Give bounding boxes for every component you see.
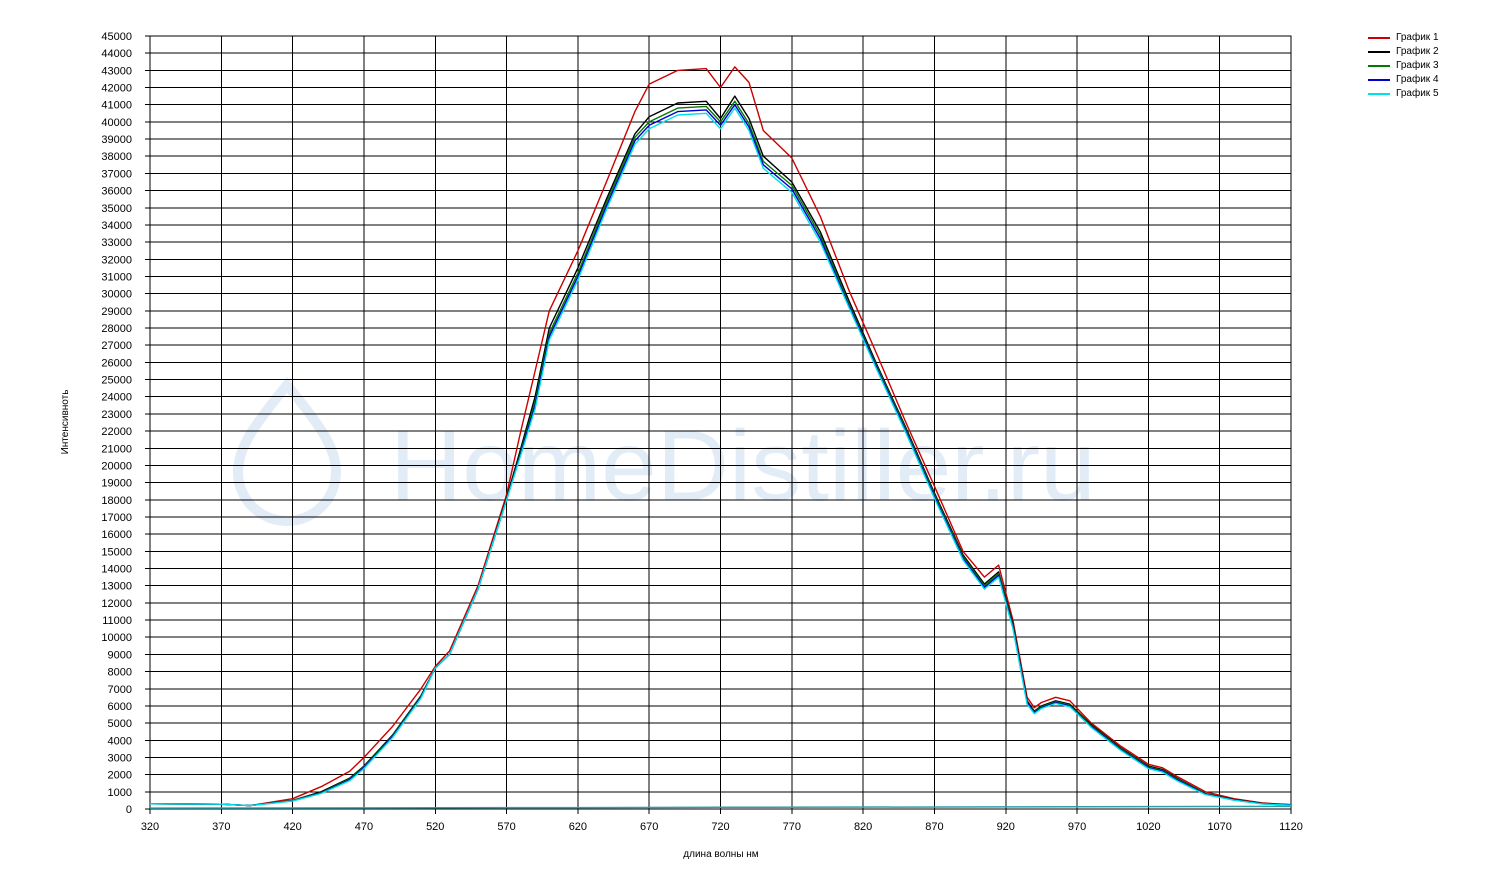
legend-item: График 3 bbox=[1368, 59, 1439, 73]
chart-legend: График 1 График 2 График 3 График 4 График 5 bbox=[1368, 31, 1439, 101]
y-tick-label: 9000 bbox=[108, 649, 132, 661]
legend-item: График 4 bbox=[1368, 73, 1439, 87]
y-tick-label: 34000 bbox=[101, 220, 132, 232]
series-layer bbox=[149, 66, 1292, 807]
y-tick-label: 10000 bbox=[101, 632, 132, 644]
grid-lines bbox=[149, 35, 1292, 810]
x-axis-ticks: 320 370 420 470 520 570 620 670 720 770 820 870 920 9… bbox=[141, 809, 1303, 833]
y-tick-label: 27000 bbox=[101, 340, 132, 352]
y-tick-label: 14000 bbox=[101, 564, 132, 576]
legend-swatch bbox=[1368, 65, 1390, 67]
y-tick-label: 21000 bbox=[101, 443, 132, 455]
y-tick-label: 25000 bbox=[101, 375, 132, 387]
x-tick-label: 520 bbox=[426, 821, 444, 833]
x-tick-label: 870 bbox=[925, 821, 943, 833]
y-tick-label: 30000 bbox=[101, 289, 132, 301]
y-tick-label: 4000 bbox=[108, 735, 132, 747]
legend-swatch bbox=[1368, 93, 1390, 95]
x-tick-label: 820 bbox=[854, 821, 872, 833]
y-tick-label: 15000 bbox=[101, 546, 132, 558]
x-axis-title: длина волны нм bbox=[683, 849, 759, 860]
y-axis-ticks: 0 1000 2000 3000 4000 5000 6000 7000 8000 9000 100… bbox=[101, 31, 150, 816]
y-tick-label: 23000 bbox=[101, 409, 132, 421]
x-tick-label: 570 bbox=[497, 821, 515, 833]
series-line-5 bbox=[149, 107, 1292, 807]
y-axis-title: Интенсивноть bbox=[60, 390, 71, 455]
y-tick-label: 5000 bbox=[108, 718, 132, 730]
legend-swatch bbox=[1368, 79, 1390, 81]
baseline-layer bbox=[149, 805, 1292, 809]
legend-swatch bbox=[1368, 51, 1390, 53]
y-tick-label: 41000 bbox=[101, 100, 132, 112]
legend-swatch bbox=[1368, 37, 1390, 39]
y-tick-label: 8000 bbox=[108, 667, 132, 679]
y-tick-label: 24000 bbox=[101, 392, 132, 404]
x-tick-label: 770 bbox=[783, 821, 801, 833]
legend-item: График 1 bbox=[1368, 31, 1439, 45]
baseline-line bbox=[149, 805, 1292, 809]
y-tick-label: 44000 bbox=[101, 48, 132, 60]
y-tick-label: 17000 bbox=[101, 512, 132, 524]
legend-label: График 3 bbox=[1396, 60, 1439, 71]
y-tick-label: 12000 bbox=[101, 598, 132, 610]
legend-item: График 5 bbox=[1368, 87, 1439, 101]
x-tick-label: 920 bbox=[997, 821, 1015, 833]
y-tick-label: 0 bbox=[126, 804, 132, 816]
y-tick-label: 1000 bbox=[108, 787, 132, 799]
y-tick-label: 19000 bbox=[101, 478, 132, 490]
y-tick-label: 39000 bbox=[101, 134, 132, 146]
x-tick-label: 320 bbox=[141, 821, 159, 833]
y-tick-label: 28000 bbox=[101, 323, 132, 335]
y-tick-label: 26000 bbox=[101, 357, 132, 369]
y-tick-label: 38000 bbox=[101, 151, 132, 163]
y-tick-label: 40000 bbox=[101, 117, 132, 129]
x-tick-label: 1070 bbox=[1207, 821, 1231, 833]
y-tick-label: 45000 bbox=[101, 31, 132, 43]
x-tick-label: 470 bbox=[355, 821, 373, 833]
legend-label: График 4 bbox=[1396, 74, 1439, 85]
y-tick-label: 36000 bbox=[101, 186, 132, 198]
x-tick-label: 1020 bbox=[1136, 821, 1160, 833]
y-tick-label: 42000 bbox=[101, 83, 132, 95]
y-tick-label: 37000 bbox=[101, 168, 132, 180]
y-tick-label: 16000 bbox=[101, 529, 132, 541]
y-tick-label: 6000 bbox=[108, 701, 132, 713]
x-tick-label: 370 bbox=[212, 821, 230, 833]
x-tick-label: 720 bbox=[711, 821, 729, 833]
y-tick-label: 43000 bbox=[101, 65, 132, 77]
y-tick-label: 18000 bbox=[101, 495, 132, 507]
series-line-1 bbox=[149, 66, 1292, 807]
x-tick-label: 670 bbox=[640, 821, 658, 833]
x-tick-label: 420 bbox=[283, 821, 301, 833]
y-tick-label: 31000 bbox=[101, 271, 132, 283]
legend-item: График 2 bbox=[1368, 45, 1439, 59]
x-tick-label: 620 bbox=[569, 821, 587, 833]
y-tick-label: 2000 bbox=[108, 770, 132, 782]
watermark-text: HomeDistiller.ru bbox=[390, 410, 1096, 522]
x-tick-label: 970 bbox=[1068, 821, 1086, 833]
legend-label: График 5 bbox=[1396, 88, 1439, 99]
y-tick-label: 29000 bbox=[101, 306, 132, 318]
y-tick-label: 7000 bbox=[108, 684, 132, 696]
y-tick-label: 20000 bbox=[101, 460, 132, 472]
legend-label: График 2 bbox=[1396, 46, 1439, 57]
legend-label: График 1 bbox=[1396, 32, 1439, 43]
y-tick-label: 35000 bbox=[101, 203, 132, 215]
y-tick-label: 13000 bbox=[101, 581, 132, 593]
y-tick-label: 11000 bbox=[102, 615, 132, 627]
watermark-drop-logo bbox=[232, 377, 342, 526]
x-tick-label: 1120 bbox=[1279, 821, 1303, 833]
y-tick-label: 33000 bbox=[101, 237, 132, 249]
y-tick-label: 22000 bbox=[101, 426, 132, 438]
y-tick-label: 32000 bbox=[101, 254, 132, 266]
y-tick-label: 3000 bbox=[108, 752, 132, 764]
